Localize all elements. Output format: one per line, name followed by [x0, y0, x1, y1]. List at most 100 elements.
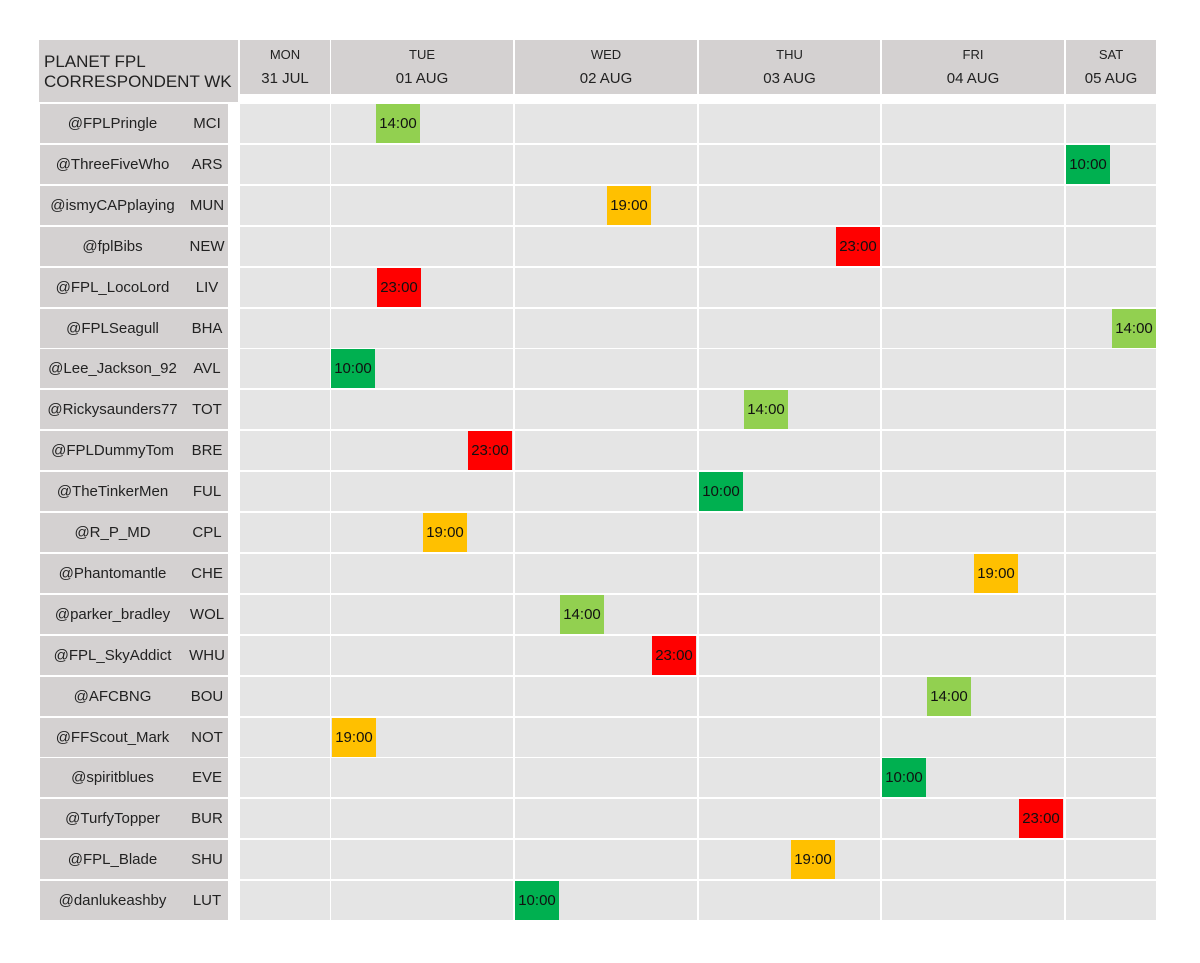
schedule-cell	[240, 349, 330, 388]
correspondent-row-label: @FPL_LocoLord LIV	[40, 268, 228, 307]
club-code: BUR	[191, 810, 223, 827]
schedule-cell	[699, 431, 880, 470]
schedule-cell	[699, 636, 880, 675]
schedule-cell	[515, 799, 697, 838]
schedule-cell	[1066, 758, 1156, 797]
club-code: CHE	[191, 565, 223, 582]
schedule-cell	[882, 881, 1064, 920]
time-slot: 14:00	[560, 595, 604, 634]
day-header-sat: SAT 05 AUG	[1066, 40, 1156, 94]
schedule-cell	[882, 227, 1064, 266]
schedule-cell	[331, 881, 513, 920]
time-slot: 10:00	[515, 881, 559, 920]
correspondent-handle: @Lee_Jackson_92	[48, 360, 177, 377]
schedule-cell	[699, 881, 880, 920]
schedule-cell	[240, 799, 330, 838]
schedule-cell	[515, 349, 697, 388]
schedule-cell	[240, 636, 330, 675]
schedule-cell	[699, 677, 880, 716]
day-header-wed: WED 02 AUG	[515, 40, 697, 94]
time-slot: 14:00	[927, 677, 971, 716]
correspondent-row-label: @FPLDummyTom BRE	[40, 431, 228, 470]
schedule-cell	[331, 186, 513, 225]
time-slot: 19:00	[791, 840, 835, 879]
correspondent-row-label: @danlukeashby LUT	[40, 881, 228, 920]
time-slot: 10:00	[331, 349, 375, 388]
schedule-cell	[240, 840, 330, 879]
schedule-cell	[331, 799, 513, 838]
correspondent-handle: @Phantomantle	[58, 565, 167, 582]
schedule-cell	[882, 309, 1064, 348]
club-code: WHU	[189, 647, 225, 664]
schedule-cell	[699, 718, 880, 757]
schedule-cell	[699, 758, 880, 797]
schedule-cell	[240, 595, 330, 634]
correspondent-row-label: @TheTinkerMen FUL	[40, 472, 228, 511]
schedule-cell	[515, 513, 697, 552]
schedule-cell	[515, 554, 697, 593]
day-date: 04 AUG	[946, 70, 1000, 87]
schedule-cell	[882, 554, 1064, 593]
day-of-week: MON	[269, 47, 301, 62]
time-slot: 23:00	[468, 431, 512, 470]
schedule-cell	[515, 758, 697, 797]
schedule-cell	[1066, 390, 1156, 429]
club-code: CPL	[192, 524, 222, 541]
schedule-cell	[240, 554, 330, 593]
schedule-cell	[699, 145, 880, 184]
correspondent-handle: @danlukeashby	[58, 892, 167, 909]
schedule-cell	[240, 309, 330, 348]
club-code: NEW	[189, 238, 225, 255]
correspondent-handle: @TurfyTopper	[65, 810, 160, 827]
time-slot: 10:00	[1066, 145, 1110, 184]
schedule-cell	[331, 268, 513, 307]
time-slot: 23:00	[377, 268, 421, 307]
schedule-cell	[515, 227, 697, 266]
club-code: TOT	[192, 401, 222, 418]
schedule-cell	[1066, 227, 1156, 266]
time-slot: 14:00	[744, 390, 788, 429]
schedule-cell	[515, 840, 697, 879]
schedule-cell	[699, 268, 880, 307]
schedule-cell	[515, 145, 697, 184]
schedule-cell	[882, 268, 1064, 307]
club-code: ARS	[191, 156, 223, 173]
correspondent-handle: @ismyCAPplaying	[50, 197, 175, 214]
schedule-cell	[331, 677, 513, 716]
schedule-cell	[240, 186, 330, 225]
schedule-cell	[240, 390, 330, 429]
day-header-mon: MON 31 JUL	[240, 40, 330, 94]
day-of-week: FRI	[962, 47, 984, 62]
time-slot: 19:00	[332, 718, 376, 757]
schedule-cell	[699, 554, 880, 593]
schedule-cell	[331, 309, 513, 348]
club-code: MUN	[189, 197, 225, 214]
schedule-cell	[515, 186, 697, 225]
time-slot: 19:00	[974, 554, 1018, 593]
schedule-cell	[882, 840, 1064, 879]
correspondent-handle: @FPLPringle	[67, 115, 158, 132]
correspondent-handle: @Rickysaunders77	[47, 401, 178, 418]
schedule-cell	[882, 390, 1064, 429]
schedule-cell	[699, 104, 880, 143]
correspondent-handle: @FPL_SkyAddict	[53, 647, 172, 664]
schedule-cell	[515, 104, 697, 143]
correspondent-row-label: @R_P_MD CPL	[40, 513, 228, 552]
correspondent-handle: @FPL_Blade	[67, 851, 158, 868]
schedule-cell	[699, 799, 880, 838]
day-of-week: TUE	[409, 47, 435, 62]
schedule-cell	[331, 758, 513, 797]
correspondent-row-label: @FPLSeagull BHA	[40, 309, 228, 348]
schedule-cell	[515, 595, 697, 634]
schedule-cell	[331, 145, 513, 184]
schedule-cell	[240, 677, 330, 716]
schedule-cell	[882, 718, 1064, 757]
correspondent-row-label: @Rickysaunders77 TOT	[40, 390, 228, 429]
schedule-cell	[331, 636, 513, 675]
schedule-cell	[1066, 636, 1156, 675]
schedule-cell	[1066, 554, 1156, 593]
day-header-fri: FRI 04 AUG	[882, 40, 1064, 94]
schedule-cell	[515, 677, 697, 716]
day-header-thu: THU 03 AUG	[699, 40, 880, 94]
time-slot: 23:00	[836, 227, 880, 266]
